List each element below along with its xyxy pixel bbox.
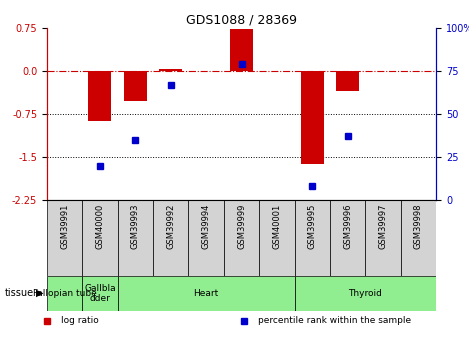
Bar <box>47 200 82 276</box>
Bar <box>295 200 330 276</box>
Bar <box>189 200 224 276</box>
Text: GSM39993: GSM39993 <box>131 204 140 249</box>
Text: GSM39992: GSM39992 <box>166 204 175 249</box>
Bar <box>295 276 436 310</box>
Text: GSM39994: GSM39994 <box>202 204 211 249</box>
Bar <box>336 71 359 91</box>
Text: log ratio: log ratio <box>61 316 98 325</box>
Bar <box>301 71 324 164</box>
Text: ▶: ▶ <box>36 288 44 298</box>
Bar <box>124 71 147 101</box>
Bar <box>365 200 401 276</box>
Text: Heart: Heart <box>194 289 219 298</box>
Bar <box>47 276 82 310</box>
Text: Gallbla
dder: Gallbla dder <box>84 284 116 303</box>
Bar <box>153 200 189 276</box>
Text: GSM40001: GSM40001 <box>272 204 281 249</box>
Bar <box>118 276 295 310</box>
Text: GSM39999: GSM39999 <box>237 204 246 249</box>
Text: Thyroid: Thyroid <box>348 289 382 298</box>
Bar <box>224 200 259 276</box>
Title: GDS1088 / 28369: GDS1088 / 28369 <box>186 13 297 27</box>
Bar <box>89 71 112 121</box>
Text: GSM40000: GSM40000 <box>96 204 105 249</box>
Text: GSM39995: GSM39995 <box>308 204 317 249</box>
Text: GSM39998: GSM39998 <box>414 204 423 249</box>
Text: tissue: tissue <box>5 288 34 298</box>
Text: GSM39991: GSM39991 <box>60 204 69 249</box>
Bar <box>118 200 153 276</box>
Bar <box>230 29 253 71</box>
Text: GSM39997: GSM39997 <box>378 204 387 249</box>
Bar <box>82 276 118 310</box>
Bar <box>159 69 182 71</box>
Text: percentile rank within the sample: percentile rank within the sample <box>258 316 411 325</box>
Bar <box>259 200 295 276</box>
Bar <box>82 200 118 276</box>
Text: Fallopian tube: Fallopian tube <box>33 289 97 298</box>
Bar <box>401 200 436 276</box>
Bar <box>330 200 365 276</box>
Text: GSM39996: GSM39996 <box>343 204 352 249</box>
